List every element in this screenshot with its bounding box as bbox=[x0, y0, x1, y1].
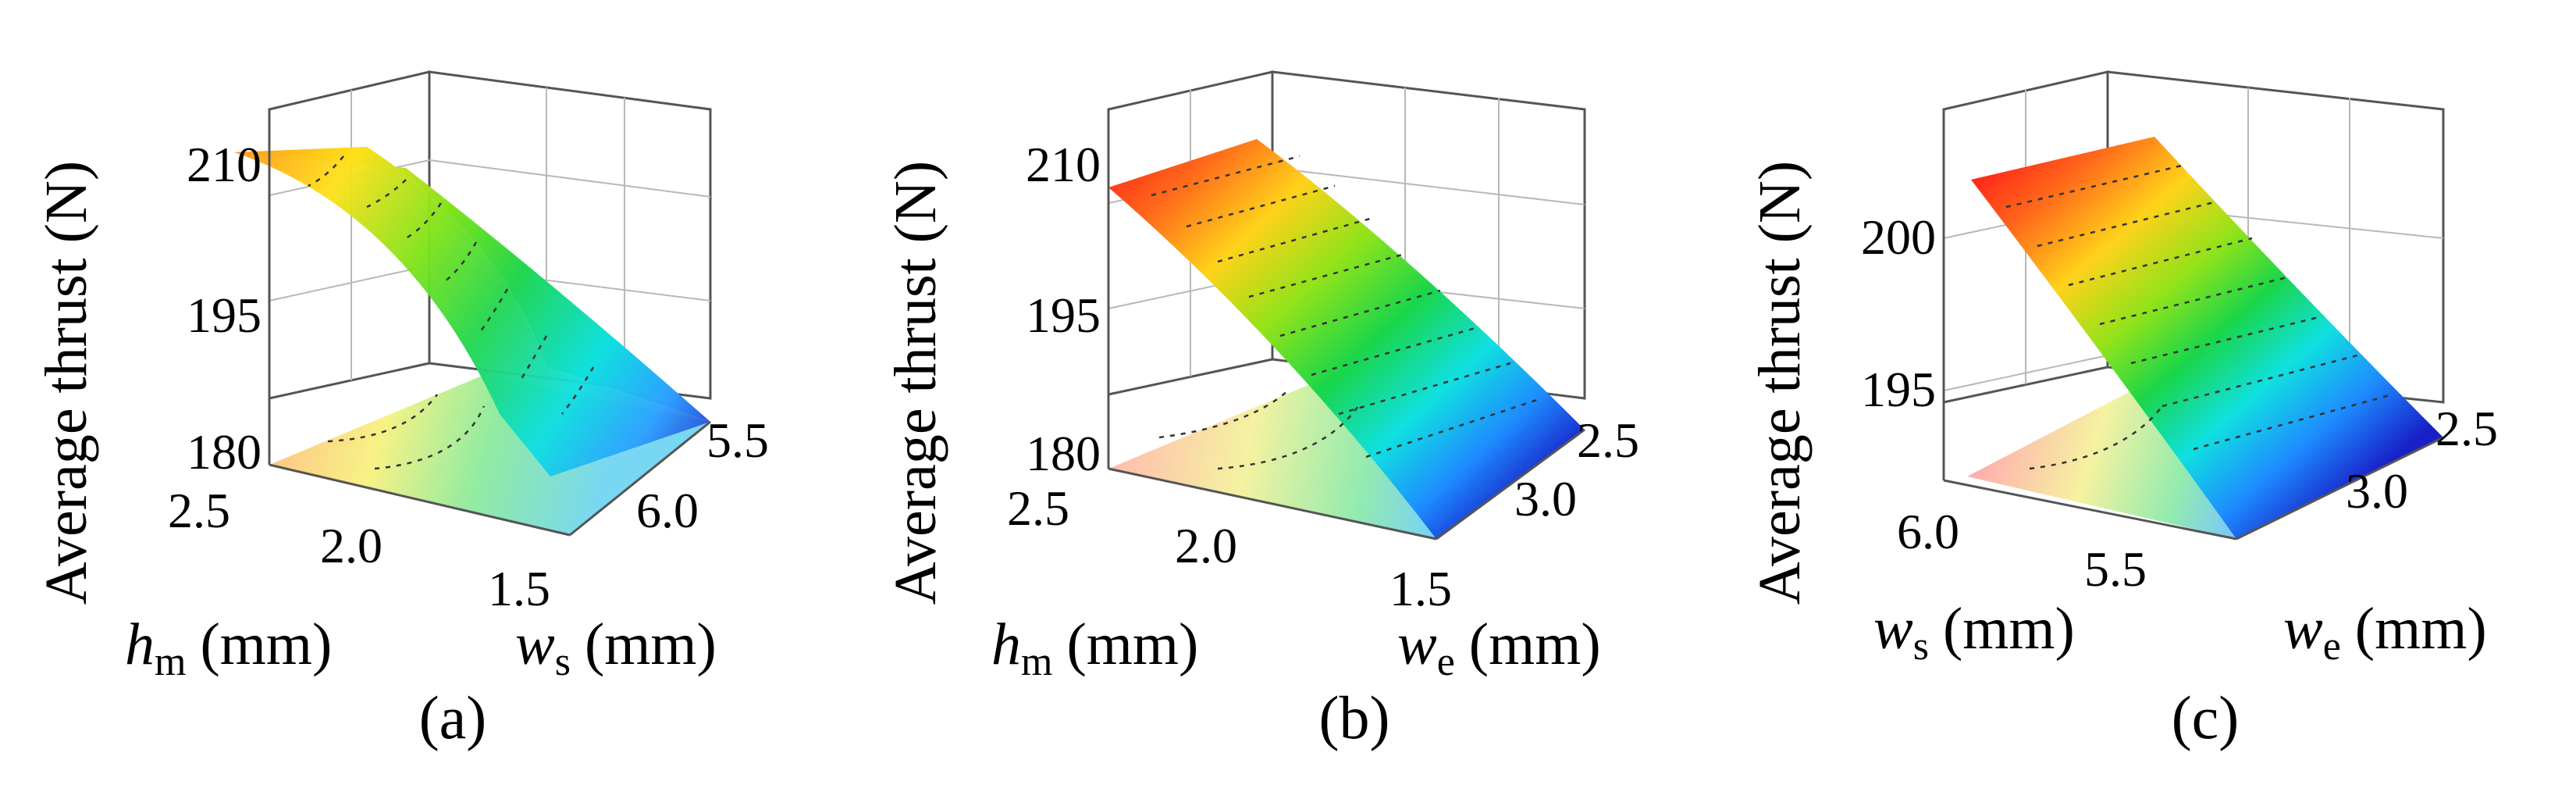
panel-a-y-tick-0: 6.0 bbox=[636, 483, 699, 538]
panel-c-z-tick-1: 195 bbox=[1861, 362, 1936, 417]
panel-b-y-label: we (mm) bbox=[1397, 612, 1601, 684]
panel-b-contours bbox=[1151, 155, 1542, 470]
panel-c-y-label: we (mm) bbox=[2283, 596, 2487, 669]
panel-a: 210 195 180 2.5 2.0 1.5 6.0 5.5 Average … bbox=[34, 70, 769, 751]
panel-b-x-label: hm (mm) bbox=[991, 612, 1198, 684]
panel-c-x-tick-0: 6.0 bbox=[1897, 504, 1959, 559]
panel-b-z-tick-0: 210 bbox=[1026, 137, 1101, 192]
panel-c-x-tick-1: 5.5 bbox=[2084, 541, 2147, 597]
panel-b-x-subscript: m bbox=[1021, 640, 1052, 684]
panel-c: 200 195 6.0 5.5 3.0 2.5 Average thrust (… bbox=[1747, 70, 2498, 751]
panel-c-y-tick-0: 3.0 bbox=[2346, 463, 2408, 519]
panel-c-y-subscript: e bbox=[2323, 624, 2341, 669]
panel-c-surface bbox=[1971, 137, 2443, 539]
panel-a-z-tick-0: 210 bbox=[187, 137, 262, 192]
panel-a-z-label: Average thrust (N) bbox=[34, 161, 99, 605]
panel-b-z-label: Average thrust (N) bbox=[883, 161, 948, 605]
panel-b-y-subscript: e bbox=[1437, 640, 1455, 684]
panel-b-x-symbol: h bbox=[991, 612, 1021, 677]
panel-c-y-symbol: w bbox=[2283, 596, 2323, 662]
panel-a-surface bbox=[234, 147, 710, 422]
panel-b-y-tick-1: 2.5 bbox=[1577, 412, 1639, 468]
panel-c-x-label: ws (mm) bbox=[1873, 596, 2075, 669]
panel-b-x-unit: (mm) bbox=[1066, 612, 1198, 677]
panel-b-y-tick-0: 3.0 bbox=[1514, 471, 1577, 526]
panel-c-x-subscript: s bbox=[1913, 624, 1929, 669]
panel-b-x-tick-2: 1.5 bbox=[1389, 561, 1452, 616]
panel-b-surface bbox=[1108, 139, 1585, 539]
panel-a-x-subscript: m bbox=[155, 640, 186, 684]
panel-a-y-tick-1: 5.5 bbox=[706, 412, 769, 468]
panel-a-z-tick-1: 195 bbox=[187, 287, 262, 343]
panel-a-y-unit: (mm) bbox=[585, 612, 717, 677]
panel-b-y-symbol: w bbox=[1397, 612, 1437, 677]
panel-b-z-tick-2: 180 bbox=[1026, 426, 1101, 481]
panel-a-x-unit: (mm) bbox=[200, 612, 332, 677]
panel-c-contours bbox=[2005, 164, 2393, 470]
panel-b-z-tick-1: 195 bbox=[1026, 287, 1101, 343]
panel-a-caption: (a) bbox=[419, 683, 487, 751]
panel-a-y-symbol: w bbox=[515, 612, 555, 677]
panel-a-y-label: ws (mm) bbox=[515, 612, 717, 684]
panel-b-x-tick-1: 2.0 bbox=[1175, 518, 1237, 573]
panel-a-surface-front bbox=[234, 147, 710, 476]
panel-c-y-unit: (mm) bbox=[2355, 596, 2487, 662]
panel-a-x-symbol: h bbox=[125, 612, 155, 677]
panel-c-x-unit: (mm) bbox=[1943, 596, 2075, 662]
panel-c-z-tick-0: 200 bbox=[1861, 209, 1936, 265]
panel-c-caption: (c) bbox=[2172, 683, 2240, 751]
panel-a-x-tick-1: 2.0 bbox=[320, 518, 382, 573]
panel-a-x-label: hm (mm) bbox=[125, 612, 332, 684]
panel-a-y-subscript: s bbox=[555, 640, 571, 684]
panel-a-contours bbox=[308, 155, 595, 415]
panel-b: 210 195 180 2.5 2.0 1.5 3.0 2.5 Average … bbox=[883, 70, 1639, 751]
panel-a-x-tick-2: 1.5 bbox=[488, 561, 550, 616]
panel-c-z-label: Average thrust (N) bbox=[1747, 161, 1813, 605]
panel-b-x-tick-0: 2.5 bbox=[1007, 480, 1069, 536]
panel-b-y-unit: (mm) bbox=[1469, 612, 1601, 677]
panel-a-x-tick-0: 2.5 bbox=[168, 483, 230, 538]
panel-a-z-tick-2: 180 bbox=[187, 424, 262, 480]
panel-b-caption: (b) bbox=[1319, 683, 1390, 751]
panel-c-y-tick-1: 2.5 bbox=[2435, 401, 2498, 456]
panel-c-x-symbol: w bbox=[1873, 596, 1913, 662]
